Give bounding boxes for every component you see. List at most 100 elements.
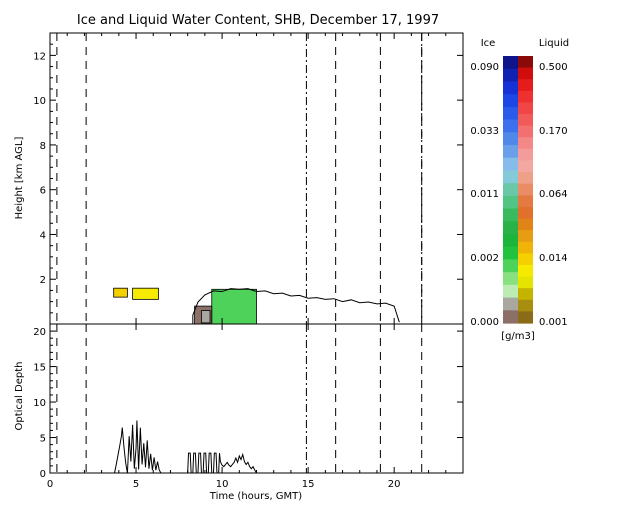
colorbar: Ice Liquid 0.090 0.033 0.011 0.002 0.000 0.50… bbox=[470, 38, 569, 342]
colorbar-liquid-swatch-11 bbox=[518, 183, 533, 196]
optical-depth-axis-label: Optical Depth bbox=[14, 362, 25, 431]
height-tick-label: 4 bbox=[40, 230, 46, 241]
colorbar-liquid-swatch-17 bbox=[518, 253, 533, 266]
optical-depth-tick-label: 0 bbox=[40, 469, 46, 480]
time-markers-top bbox=[56, 33, 423, 324]
colorbar-ice-tick-label: 0.011 bbox=[470, 189, 499, 200]
colorbar-liquid-swatch-5 bbox=[518, 114, 533, 127]
optical-depth-series bbox=[114, 420, 257, 474]
height-tick-label: 8 bbox=[40, 141, 46, 152]
colorbar-liquid-swatch-9 bbox=[518, 160, 533, 173]
colorbar-liquid-tick-label: 0.001 bbox=[539, 317, 568, 328]
colorbar-ice-swatch-7 bbox=[503, 145, 518, 159]
colorbar-liquid-swatch-18 bbox=[518, 264, 533, 278]
optical-depth-line-0 bbox=[114, 420, 162, 474]
colorbar-ice-tick-label: 0.002 bbox=[470, 253, 499, 264]
time-axis: 0 5 10 15 20 bbox=[47, 33, 447, 490]
colorbar-unit: [g/m3] bbox=[501, 331, 535, 342]
colorbar-liquid-swatch-22 bbox=[518, 311, 533, 324]
colorbar-ice-swatch-11 bbox=[503, 195, 518, 210]
top-plot-frame bbox=[49, 32, 464, 325]
time-axis-label: Time (hours, GMT) bbox=[209, 491, 303, 502]
height-axis: 2 4 6 8 10 12 bbox=[33, 43, 463, 314]
cloud-boundary-line bbox=[192, 288, 400, 324]
height-tick-label: 12 bbox=[33, 51, 46, 62]
colorbar-liquid-swatch-3 bbox=[518, 90, 533, 104]
colorbar-liquid-swatch-16 bbox=[518, 241, 533, 254]
time-tick-label: 0 bbox=[47, 479, 53, 490]
optical-depth-tick-label: 15 bbox=[33, 363, 46, 374]
optical-depth-tick-label: 5 bbox=[40, 434, 46, 445]
colorbar-liquid-swatch-1 bbox=[518, 67, 533, 80]
colorbar-liquid-swatch-4 bbox=[518, 102, 533, 115]
colorbar-liquid-swatch-6 bbox=[518, 125, 533, 138]
colorbar-liquid-scale bbox=[518, 56, 533, 324]
ice-region-2 bbox=[211, 288, 257, 325]
colorbar-ice-tick-label: 0.090 bbox=[470, 62, 499, 73]
colorbar-ice-swatch-9 bbox=[503, 170, 518, 184]
height-tick-label: 2 bbox=[40, 275, 46, 286]
colorbar-liquid-swatch-13 bbox=[518, 206, 533, 220]
chart-title: Ice and Liquid Water Content, SHB, Decem… bbox=[77, 13, 439, 28]
colorbar-liquid-swatch-2 bbox=[518, 79, 533, 92]
colorbar-liquid-swatch-20 bbox=[518, 288, 533, 301]
colorbar-liquid-swatch-15 bbox=[518, 230, 533, 243]
colorbar-ice-swatch-18 bbox=[503, 284, 518, 299]
bottom-panel: 0 5 10 15 20 0 5 10 15 20 Optical Depth Time (ho… bbox=[14, 33, 464, 502]
colorbar-liquid-tick-label: 0.500 bbox=[539, 62, 568, 73]
colorbar-ice-swatch-17 bbox=[503, 272, 518, 286]
colorbar-ice-swatch-12 bbox=[503, 208, 518, 222]
colorbar-ice-swatch-2 bbox=[503, 81, 518, 95]
colorbar-tick-labels: 0.090 0.033 0.011 0.002 0.000 0.500 0.170 0.064… bbox=[470, 62, 567, 328]
colorbar-ice-swatch-3 bbox=[503, 94, 518, 108]
colorbar-ice-scale bbox=[503, 56, 518, 324]
height-axis-label: Height [km AGL] bbox=[14, 137, 25, 220]
colorbar-liquid-swatch-8 bbox=[518, 148, 533, 162]
ice-region-4 bbox=[201, 310, 211, 324]
time-tick-label: 20 bbox=[388, 479, 401, 490]
colorbar-liquid-label: Liquid bbox=[539, 38, 569, 49]
time-tick-label: 5 bbox=[133, 479, 139, 490]
colorbar-liquid-swatch-7 bbox=[518, 137, 533, 150]
colorbar-ice-swatch-4 bbox=[503, 106, 518, 121]
colorbar-ice-swatch-8 bbox=[503, 157, 518, 172]
time-markers-bottom bbox=[56, 324, 423, 473]
height-tick-label: 6 bbox=[40, 186, 46, 197]
colorbar-ice-swatch-1 bbox=[503, 68, 518, 83]
optical-depth-axis: 0 5 10 15 20 bbox=[33, 327, 463, 480]
optical-depth-tick-label: 10 bbox=[33, 398, 46, 409]
optical-depth-line-1 bbox=[187, 452, 221, 474]
colorbar-ice-swatch-10 bbox=[503, 183, 518, 197]
colorbar-liquid-tick-label: 0.014 bbox=[539, 253, 568, 264]
colorbar-liquid-swatch-19 bbox=[518, 276, 533, 289]
colorbar-ice-swatch-13 bbox=[503, 221, 518, 235]
colorbar-liquid-tick-label: 0.064 bbox=[539, 189, 568, 200]
colorbar-ice-swatch-0 bbox=[503, 56, 518, 70]
liquid-region-0 bbox=[113, 287, 128, 298]
liquid-region-1 bbox=[132, 287, 159, 300]
colorbar-ice-swatch-14 bbox=[503, 234, 518, 248]
colorbar-liquid-swatch-0 bbox=[518, 56, 533, 69]
colorbar-liquid-swatch-21 bbox=[518, 299, 533, 312]
colorbar-ice-swatch-5 bbox=[503, 119, 518, 133]
colorbar-liquid-swatch-12 bbox=[518, 195, 533, 208]
colorbar-ice-swatch-20 bbox=[503, 310, 518, 324]
colorbar-ice-swatch-16 bbox=[503, 259, 518, 273]
optical-depth-tick-label: 20 bbox=[33, 327, 46, 338]
time-tick-label: 15 bbox=[302, 479, 315, 490]
top-panel: 2 4 6 8 10 12 Height [km AGL] bbox=[14, 32, 464, 325]
colorbar-ice-tick-label: 0.000 bbox=[470, 317, 499, 328]
colorbar-ice-swatch-6 bbox=[503, 132, 518, 146]
bottom-plot-frame bbox=[49, 323, 464, 474]
time-tick-label: 10 bbox=[216, 479, 229, 490]
height-tick-label: 10 bbox=[33, 96, 46, 107]
optical-depth-line-2 bbox=[219, 452, 257, 474]
cloud-boundary-group bbox=[192, 288, 400, 324]
colorbar-ice-tick-label: 0.033 bbox=[470, 126, 499, 137]
colorbar-ice-swatch-15 bbox=[503, 246, 518, 261]
colorbar-liquid-swatch-10 bbox=[518, 172, 533, 185]
colorbar-ice-label: Ice bbox=[481, 38, 496, 49]
colorbar-liquid-swatch-14 bbox=[518, 218, 533, 231]
colorbar-ice-swatch-19 bbox=[503, 297, 518, 311]
